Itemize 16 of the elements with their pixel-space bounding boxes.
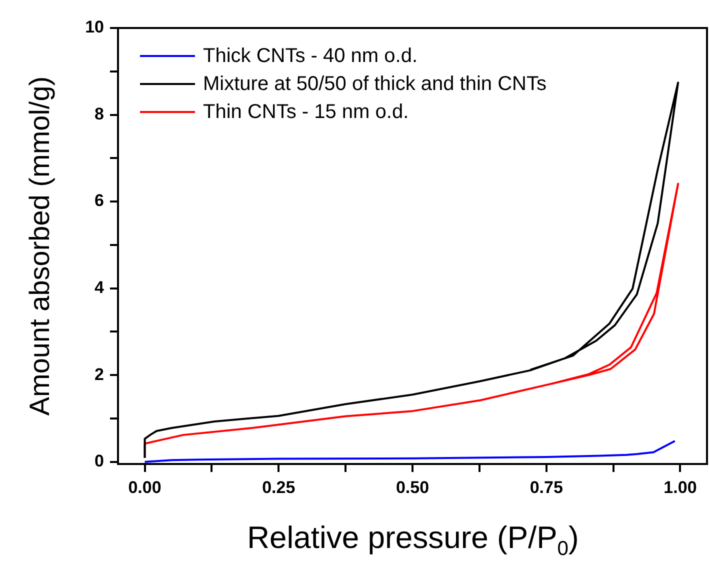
legend-label: Thick CNTs - 40 nm o.d.	[203, 44, 418, 69]
legend-label: Mixture at 50/50 of thick and thin CNTs	[203, 72, 546, 97]
y-tick-label: 2	[94, 364, 104, 384]
x-tick-label: 0.25	[262, 478, 296, 497]
x-tick-label: 0.50	[396, 478, 430, 497]
y-tick-label: 4	[94, 278, 105, 297]
x-tick-label: 1.00	[664, 478, 697, 497]
x-axis-title: Relative pressure (P/P$_{0}$)	[246, 520, 580, 562]
y-tick-label: 6	[94, 191, 104, 210]
y-tick-label: 0	[94, 452, 104, 471]
x-tick-label: 0.75	[530, 478, 563, 497]
legend-label: Thin CNTs - 15 nm o.d.	[203, 100, 409, 125]
x-tick-label: 0.00	[128, 478, 162, 497]
y-tick-label: 8	[94, 104, 104, 124]
y-axis-title: Amount absorbed (mmol/g)	[24, 75, 56, 418]
y-tick-label: 10	[85, 18, 104, 37]
